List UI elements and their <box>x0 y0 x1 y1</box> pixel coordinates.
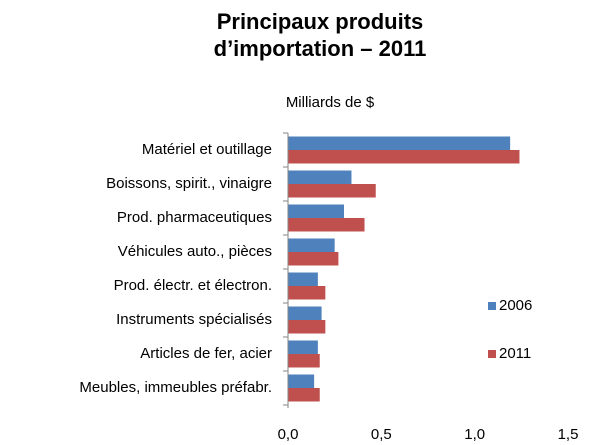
y-tick-label: Véhicules auto., pièces <box>118 243 272 260</box>
bar <box>288 184 376 198</box>
y-tick-label: Prod. pharmaceutiques <box>117 209 272 226</box>
bar <box>288 204 344 218</box>
y-tick-label: Matériel et outillage <box>142 141 272 158</box>
chart-title: Principaux produits d’importation – 2011 <box>213 9 427 61</box>
y-tick-label: Meubles, immeubles préfabr. <box>79 379 272 396</box>
y-tick-label: Articles de fer, acier <box>140 345 272 362</box>
legend-swatch <box>488 350 496 358</box>
x-tick-label: 0,5 <box>371 426 392 443</box>
bar <box>288 170 352 184</box>
y-tick-label: Boissons, spirit., vinaigre <box>106 175 272 192</box>
x-tick-label: 1,0 <box>464 426 485 443</box>
x-tick-label: 0,0 <box>278 426 299 443</box>
bar <box>288 354 320 368</box>
bar <box>288 374 315 388</box>
legend-label: 2006 <box>499 297 532 314</box>
bar <box>288 320 326 334</box>
bar <box>288 136 511 150</box>
y-tick-label: Prod. électr. et électron. <box>114 277 272 294</box>
bar <box>288 218 365 232</box>
y-tick-label: Instruments spécialisés <box>116 311 272 328</box>
legend-swatch <box>488 302 496 310</box>
chart-subtitle: Milliards de $ <box>286 94 375 111</box>
bar <box>288 272 318 286</box>
bar <box>288 388 320 402</box>
bar <box>288 306 322 320</box>
bar <box>288 286 326 300</box>
bar <box>288 238 335 252</box>
bar <box>288 252 339 266</box>
bar <box>288 150 520 164</box>
legend-label: 2011 <box>499 345 531 362</box>
bar <box>288 340 318 354</box>
x-tick-label: 1,5 <box>558 426 579 443</box>
